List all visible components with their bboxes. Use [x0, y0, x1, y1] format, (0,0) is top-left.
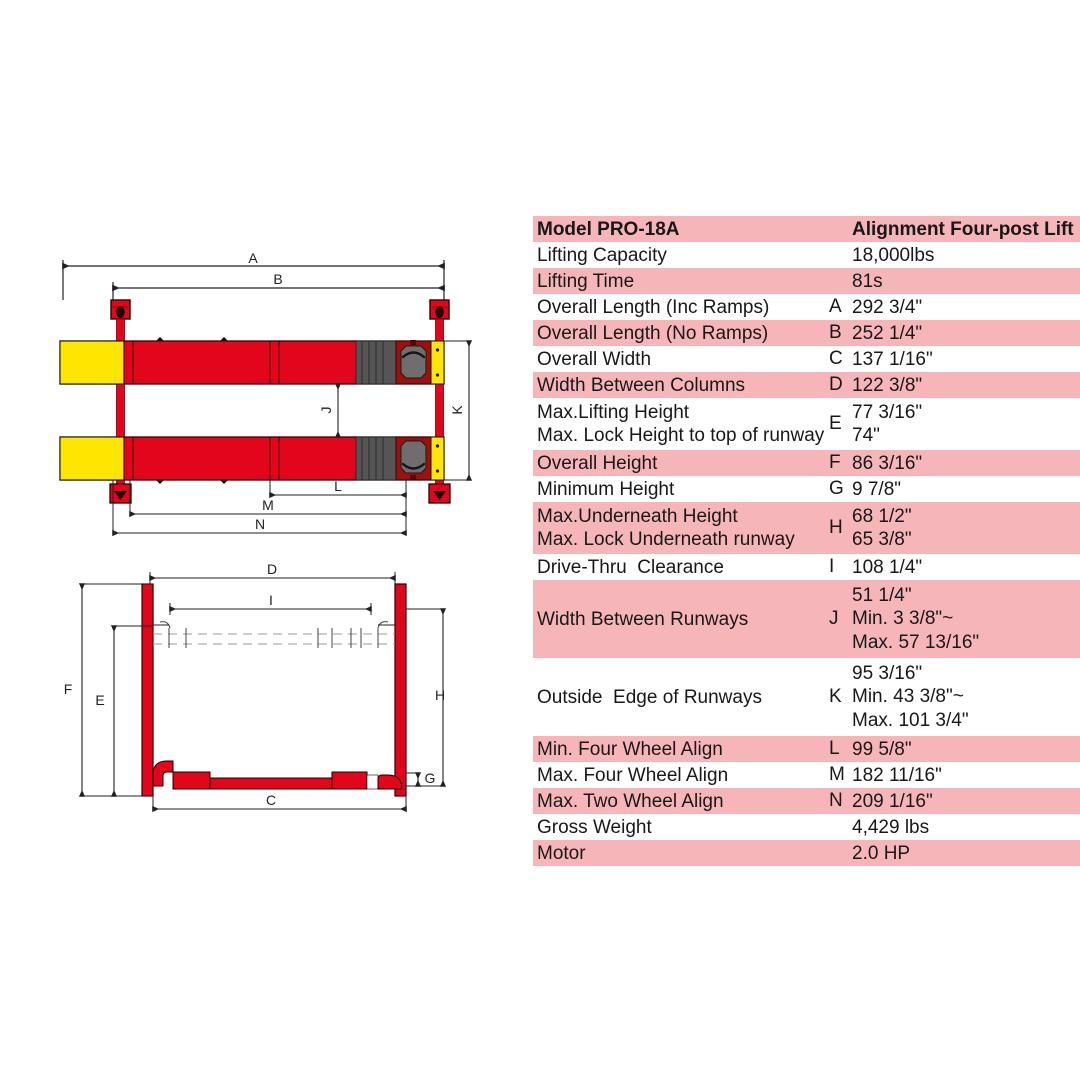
svg-text:M: M	[262, 497, 274, 513]
svg-text:B: B	[273, 271, 282, 287]
svg-text:H: H	[435, 687, 445, 703]
svg-text:N: N	[255, 516, 265, 532]
svg-text:K: K	[449, 405, 465, 415]
svg-text:J: J	[318, 407, 334, 414]
svg-text:C: C	[266, 792, 276, 808]
svg-text:I: I	[269, 592, 273, 608]
svg-text:E: E	[95, 692, 104, 708]
svg-text:F: F	[64, 681, 73, 697]
svg-text:G: G	[425, 770, 436, 786]
svg-text:A: A	[248, 250, 258, 266]
svg-text:D: D	[267, 561, 277, 577]
svg-text:L: L	[334, 478, 342, 494]
